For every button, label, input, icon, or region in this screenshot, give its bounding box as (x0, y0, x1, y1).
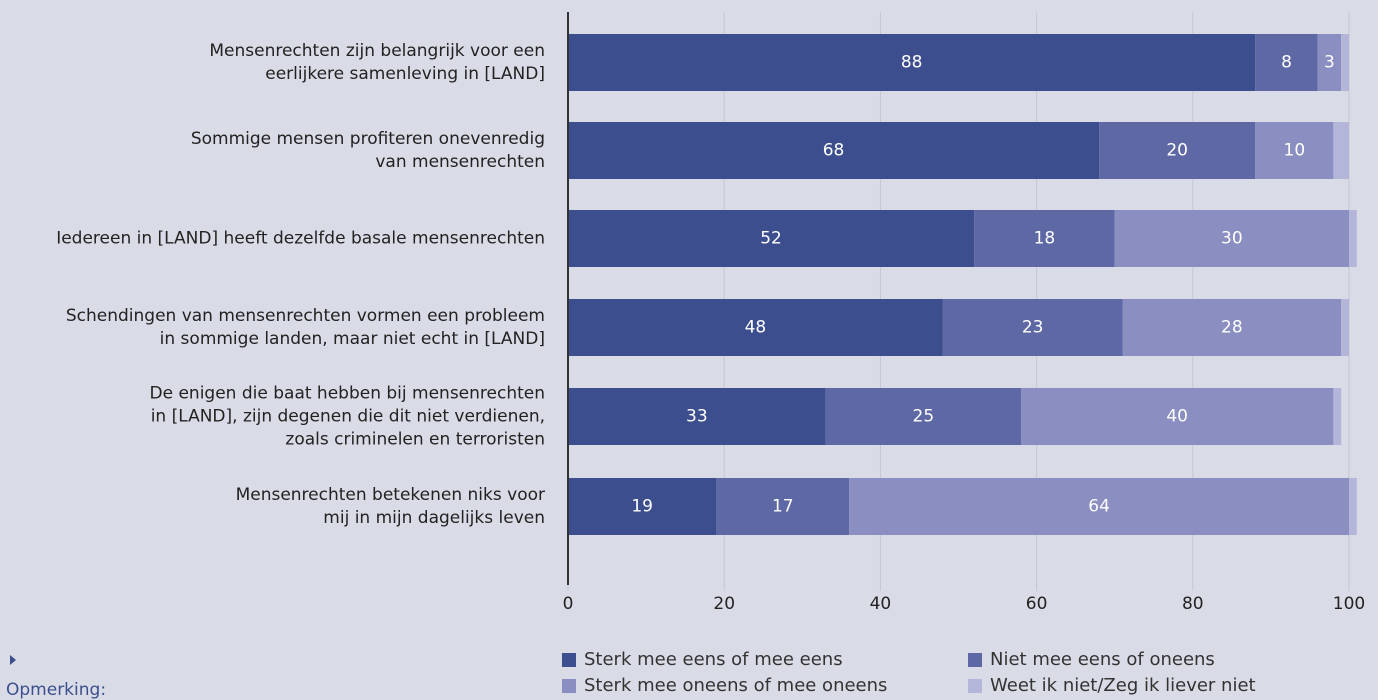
bar-segment (1349, 210, 1357, 267)
category-line: eerlijkere samenleving in [LAND] (265, 64, 545, 84)
bar-segment (1341, 299, 1349, 356)
category-line: Sommige mensen profiteren onevenredig (191, 129, 545, 149)
bar-segment (1099, 122, 1256, 179)
bar-segment (1333, 388, 1342, 445)
bar-label: 68 (823, 141, 845, 161)
x-tick-label: 0 (563, 594, 574, 614)
bar-segment (1255, 122, 1334, 179)
legend-label: Sterk mee oneens of mee oneens (584, 675, 887, 696)
bar-segment (974, 210, 1115, 267)
bar-segment (568, 299, 943, 356)
bar-segment (716, 478, 850, 535)
bar-segment (849, 478, 1349, 535)
bar-segment (1255, 34, 1318, 91)
bar-segment (1114, 210, 1349, 267)
bar-segment (1349, 478, 1357, 535)
category-line: De enigen die baat hebben bij mensenrech… (150, 384, 545, 404)
category-line: mij in mijn dagelijks leven (323, 508, 545, 528)
bar-label: 30 (1221, 229, 1243, 249)
bar-label: 3 (1324, 53, 1335, 73)
legend-label: Sterk mee eens of mee eens (584, 649, 843, 670)
category-line: Mensenrechten zijn belangrijk voor een (209, 41, 545, 61)
bar-segment (568, 388, 826, 445)
bar-label: 64 (1088, 497, 1110, 517)
x-tick-label: 40 (870, 594, 892, 614)
bar-segment (1020, 388, 1334, 445)
bar-label: 18 (1034, 229, 1056, 249)
bar-label: 25 (913, 407, 935, 427)
bar-segment (568, 122, 1100, 179)
x-tick-label: 20 (713, 594, 735, 614)
legend-label: Weet ik niet/Zeg ik liever niet (990, 675, 1256, 696)
legend-swatch (968, 679, 982, 693)
bar-segment (1341, 34, 1349, 91)
legend-label: Niet mee eens of oneens (990, 649, 1215, 670)
category-label: Mensenrechten betekenen niks voor mij in … (236, 485, 545, 528)
category-line: in [LAND], zijn degenen die dit niet ver… (151, 407, 545, 427)
category-line: in sommige landen, maar niet echt in [LA… (160, 329, 545, 349)
bar-segment (1333, 122, 1349, 179)
note-arrow (10, 655, 16, 665)
bar-label: 8 (1281, 53, 1292, 73)
bar-label: 17 (772, 497, 794, 517)
category-line: zoals criminelen en terroristen (285, 430, 545, 450)
legend-swatch (562, 679, 576, 693)
category-label: Sommige mensen profiteren onevenredig van… (191, 129, 545, 172)
bar-label: 23 (1022, 318, 1044, 338)
bar-label: 10 (1284, 141, 1306, 161)
bar-label: 52 (760, 229, 782, 249)
category-line: Iedereen in [LAND] heeft dezelfde basale… (56, 229, 545, 249)
category-label: Iedereen in [LAND] heeft dezelfde basale… (56, 229, 545, 249)
category-label: De enigen die baat hebben bij mensenrech… (150, 384, 545, 450)
legend-swatch (968, 653, 982, 667)
category-label: Mensenrechten zijn belangrijk voor een ee… (209, 41, 545, 84)
note: Opmerking: (6, 680, 106, 700)
bar-label: 19 (631, 497, 653, 517)
bar-segment (1317, 34, 1342, 91)
bar-segment (568, 478, 717, 535)
bar-label: 88 (901, 53, 923, 73)
legend-swatch (562, 653, 576, 667)
bar-segment (1122, 299, 1342, 356)
category-line: van mensenrechten (375, 152, 545, 172)
bar-label: 40 (1166, 407, 1188, 427)
bar-label: 33 (686, 407, 708, 427)
bar-segment (942, 299, 1123, 356)
category-line: Mensenrechten betekenen niks voor (236, 485, 545, 505)
x-tick-label: 60 (1026, 594, 1048, 614)
category-label: Schendingen van mensenrechten vormen een… (66, 306, 545, 349)
bar-label: 28 (1221, 318, 1243, 338)
bar-label: 20 (1166, 141, 1188, 161)
bar-label: 48 (745, 318, 767, 338)
x-tick-label: 100 (1333, 594, 1365, 614)
bar-segment (825, 388, 1021, 445)
bar-segment (568, 210, 975, 267)
bar-segment (568, 34, 1256, 91)
category-line: Schendingen van mensenrechten vormen een… (66, 306, 545, 326)
x-tick-label: 80 (1182, 594, 1204, 614)
